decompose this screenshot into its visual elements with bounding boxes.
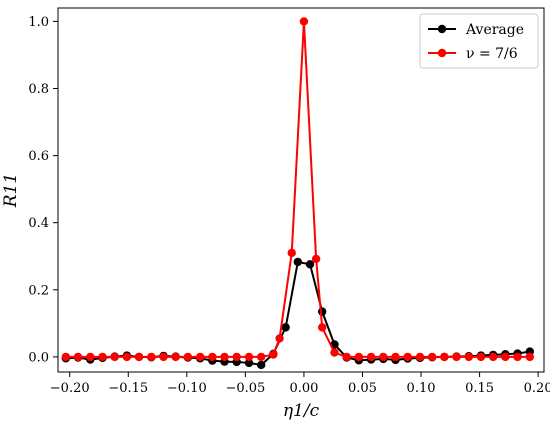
data-point bbox=[330, 348, 339, 357]
y-axis-label: R11 bbox=[1, 173, 21, 208]
x-tick-label: 0.00 bbox=[289, 381, 318, 396]
data-point bbox=[317, 307, 327, 316]
x-tick-label: −0.20 bbox=[50, 381, 90, 396]
series-line bbox=[65, 20, 530, 358]
data-point bbox=[452, 352, 461, 362]
data-point bbox=[220, 352, 229, 362]
data-point bbox=[379, 352, 388, 362]
series-average bbox=[61, 257, 535, 370]
x-tick-label: 0.05 bbox=[348, 381, 377, 396]
data-point bbox=[305, 260, 315, 269]
y-tick-label: 0.4 bbox=[28, 216, 49, 231]
plot-frame bbox=[57, 7, 545, 373]
data-point bbox=[513, 352, 522, 362]
data-point bbox=[73, 352, 83, 362]
data-point bbox=[488, 352, 498, 362]
data-point bbox=[391, 352, 400, 362]
data-point bbox=[476, 352, 486, 362]
data-point bbox=[525, 352, 535, 362]
data-point bbox=[244, 352, 254, 362]
x-tick-label: 0.20 bbox=[524, 381, 550, 396]
data-point bbox=[122, 352, 132, 362]
data-point bbox=[195, 352, 205, 362]
legend-item: Average bbox=[428, 22, 524, 38]
y-tick-label: 0.2 bbox=[28, 283, 49, 298]
data-point bbox=[86, 352, 95, 362]
y-tick-label: 0.8 bbox=[28, 82, 49, 97]
data-point bbox=[464, 352, 474, 362]
data-point bbox=[171, 352, 180, 362]
data-point bbox=[415, 352, 425, 362]
legend-marker bbox=[437, 48, 447, 58]
x-tick-label: 0.10 bbox=[407, 381, 436, 396]
data-point bbox=[256, 360, 266, 370]
data-point bbox=[232, 352, 241, 362]
data-point bbox=[98, 352, 107, 362]
data-point bbox=[299, 17, 309, 26]
data-point bbox=[354, 352, 364, 362]
data-point bbox=[403, 352, 412, 362]
data-point bbox=[293, 257, 303, 267]
series-line bbox=[65, 260, 530, 366]
data-point bbox=[287, 248, 296, 258]
series-nu-7-6 bbox=[61, 17, 535, 362]
data-point bbox=[501, 352, 510, 362]
legend: Average ν = 7/6 bbox=[419, 13, 539, 69]
data-point bbox=[110, 352, 119, 362]
data-point bbox=[269, 350, 278, 359]
data-point bbox=[256, 352, 266, 362]
legend-label: Average bbox=[465, 22, 524, 38]
data-point bbox=[281, 323, 290, 332]
x-tick-label: −0.05 bbox=[225, 381, 265, 396]
x-axis-ticks: −0.20 −0.15 −0.10 −0.05 0.00 0.05 0.10 0.15 0.20 bbox=[50, 372, 550, 396]
x-tick-label: 0.15 bbox=[465, 381, 494, 396]
data-point bbox=[183, 352, 193, 362]
legend-label: ν = 7/6 bbox=[466, 46, 518, 62]
y-axis-ticks: 0.0 0.2 0.4 0.6 0.8 1.0 bbox=[28, 15, 58, 365]
data-point bbox=[342, 352, 351, 362]
x-axis-label: η1/c bbox=[283, 401, 320, 421]
x-tick-label: −0.10 bbox=[167, 381, 207, 396]
y-tick-label: 1.0 bbox=[28, 15, 49, 30]
data-point bbox=[134, 352, 144, 362]
data-point bbox=[427, 352, 437, 362]
data-point bbox=[159, 352, 168, 362]
data-point bbox=[440, 352, 449, 362]
data-point bbox=[366, 352, 376, 362]
legend-box bbox=[419, 13, 539, 69]
legend-item: ν = 7/6 bbox=[428, 46, 518, 62]
legend-marker bbox=[437, 24, 447, 34]
data-point bbox=[311, 254, 321, 264]
data-point bbox=[317, 323, 327, 332]
y-tick-label: 0.6 bbox=[28, 149, 49, 164]
x-tick-label: −0.15 bbox=[108, 381, 148, 396]
data-point bbox=[244, 358, 254, 368]
data-point bbox=[275, 334, 284, 343]
plot-marks bbox=[61, 17, 535, 370]
data-point bbox=[147, 352, 156, 362]
y-tick-label: 0.0 bbox=[28, 350, 49, 365]
data-point bbox=[208, 352, 217, 362]
data-point bbox=[61, 352, 71, 362]
